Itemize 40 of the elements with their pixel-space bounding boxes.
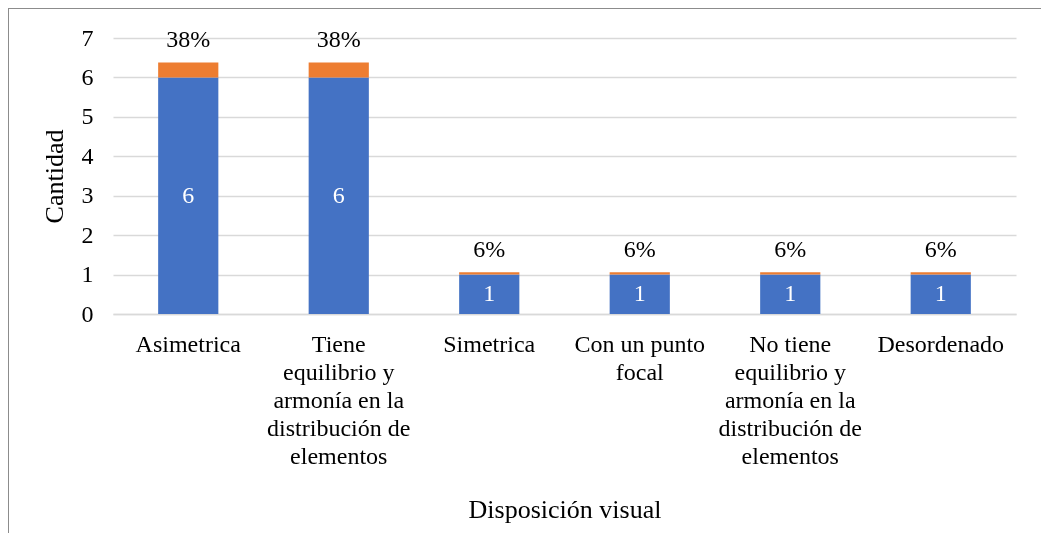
- data-label: 6: [332, 181, 345, 208]
- x-tick-label: No tiene equilibrio y armonía en la distribución de elementos: [718, 330, 862, 469]
- bar: [459, 272, 520, 275]
- y-tick-label: 3: [81, 182, 94, 209]
- data-label: 6: [182, 181, 195, 208]
- y-tick-label: 6: [81, 63, 94, 90]
- data-label: 1: [784, 280, 797, 307]
- y-tick-label: 5: [81, 103, 94, 130]
- y-tick-label: 0: [81, 300, 94, 327]
- y-tick-label: 2: [81, 221, 94, 248]
- bar: [158, 62, 219, 78]
- x-tick-label: Tiene equilibrio y armonía en la distribución de elementos: [267, 330, 411, 469]
- x-tick-label: Con un punto focal: [574, 330, 706, 385]
- bar: [459, 274, 520, 314]
- bar: [609, 272, 670, 275]
- bar: [760, 272, 821, 275]
- data-label: 1: [483, 280, 496, 307]
- y-tick-label: 7: [81, 24, 94, 51]
- data-label: 1: [934, 280, 947, 307]
- data-label: 6%: [473, 236, 506, 263]
- x-tick-label: Simetrica: [443, 330, 536, 357]
- y-tick-label: 1: [81, 261, 94, 288]
- y-axis-title: Cantidad: [39, 129, 69, 224]
- x-axis-title: Disposición visual: [468, 494, 662, 524]
- bar: [760, 274, 821, 314]
- bar: [158, 77, 219, 314]
- data-label: 6%: [924, 236, 957, 263]
- bar: [308, 77, 369, 314]
- data-label: 6%: [623, 236, 656, 263]
- bar: [308, 62, 369, 78]
- data-label: 38%: [316, 26, 361, 53]
- data-label: 6%: [774, 236, 807, 263]
- x-tick-label: Asimetrica: [135, 330, 242, 357]
- data-label: 38%: [166, 26, 211, 53]
- data-label: 1: [633, 280, 646, 307]
- x-tick-label: Desordenado: [877, 330, 1005, 357]
- bar: [910, 274, 971, 314]
- y-tick-label: 4: [81, 142, 94, 169]
- bar: [609, 274, 670, 314]
- bar: [910, 272, 971, 275]
